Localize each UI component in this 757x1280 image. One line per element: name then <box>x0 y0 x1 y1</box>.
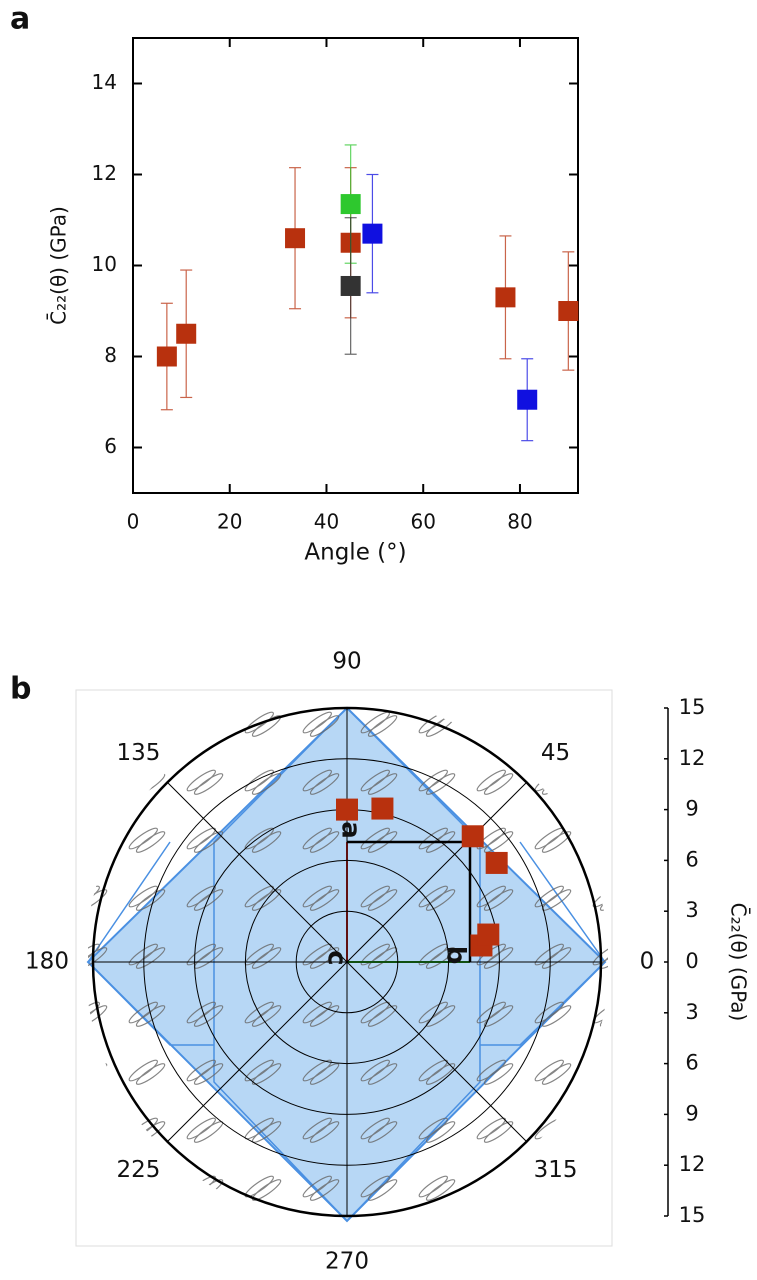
marker <box>362 223 383 244</box>
angular-grid <box>346 782 527 963</box>
angle-label: 225 <box>117 1157 161 1183</box>
axis-annotation: c <box>322 950 352 965</box>
marker <box>340 275 361 296</box>
panel-label: b <box>10 672 31 707</box>
x-tick-label: 20 <box>217 510 242 534</box>
marker <box>340 194 361 215</box>
x-axis-label: Angle (°) <box>304 540 406 566</box>
y-tick-label: 12 <box>92 161 117 185</box>
y-tick-label: 9 <box>685 1101 698 1125</box>
marker <box>156 346 177 367</box>
angle-label: 180 <box>25 949 69 975</box>
marker <box>461 825 484 848</box>
x-tick-label: 80 <box>507 510 532 534</box>
y-axis-label: C̄₂₂(θ) (GPa) <box>46 206 71 325</box>
y-tick-label: 6 <box>685 847 698 871</box>
x-tick-label: 60 <box>410 510 435 534</box>
axis-annotation: b <box>441 946 471 965</box>
marker <box>477 923 500 946</box>
y-tick-label: 14 <box>92 70 117 94</box>
marker <box>517 389 538 410</box>
angle-label: 90 <box>332 649 361 675</box>
angle-label: 270 <box>325 1249 369 1275</box>
angular-grid <box>346 961 527 1142</box>
x-tick-label: 40 <box>314 510 339 534</box>
angle-label: 0 <box>640 949 655 975</box>
angle-label: 45 <box>541 740 570 766</box>
y-tick-label: 0 <box>685 949 698 973</box>
panel-label: a <box>10 2 30 37</box>
marker <box>336 798 358 821</box>
angular-grid <box>167 782 348 963</box>
marker <box>558 301 579 321</box>
angle-label: 135 <box>117 740 161 766</box>
y-tick-label: 8 <box>104 343 117 367</box>
y-axis-label: C̄₂₂(θ) (GPa) <box>727 903 752 1022</box>
marker <box>285 228 306 249</box>
marker <box>495 287 516 308</box>
y-tick-label: 10 <box>92 252 117 276</box>
y-tick-label: 15 <box>679 1203 706 1227</box>
x-tick-label: 0 <box>127 510 140 534</box>
y-tick-label: 3 <box>685 1000 698 1024</box>
panel-frame <box>75 689 613 1247</box>
marker <box>371 797 394 820</box>
angular-grid <box>167 961 348 1142</box>
marker <box>485 851 508 874</box>
y-tick-label: 6 <box>685 1051 698 1075</box>
y-tick-label: 6 <box>104 434 117 458</box>
axis-annotation: a <box>336 821 366 839</box>
angle-label: 315 <box>534 1157 578 1183</box>
y-tick-label: 9 <box>685 797 698 821</box>
y-tick-label: 12 <box>679 746 706 770</box>
marker <box>176 323 197 344</box>
plot-frame <box>132 37 579 494</box>
y-tick-label: 15 <box>679 695 706 719</box>
y-tick-label: 12 <box>679 1152 706 1176</box>
y-tick-label: 3 <box>685 898 698 922</box>
